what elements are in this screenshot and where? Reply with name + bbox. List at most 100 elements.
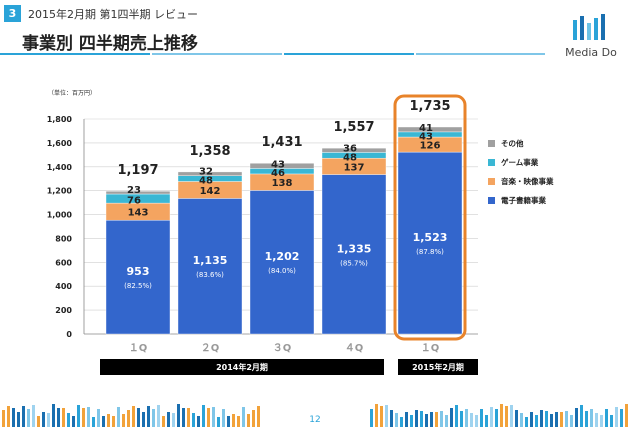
y-tick-label: 600	[55, 258, 72, 267]
data-label-ebook: 1,202	[265, 250, 300, 263]
bar-other	[397, 126, 463, 133]
decorative-bar	[102, 416, 105, 427]
period-bar-fy2014: 2014年2月期	[100, 359, 384, 375]
decorative-bar	[550, 414, 553, 427]
page-number: 12	[309, 415, 321, 425]
total-label: 1,358	[189, 144, 230, 159]
decorative-bar	[97, 409, 100, 427]
decorative-bar	[117, 407, 120, 427]
decorative-bar	[57, 408, 60, 427]
decorative-bar	[177, 404, 180, 427]
decorative-bar	[27, 409, 30, 427]
x-tick-label: ４Q	[345, 342, 364, 354]
total-label: 1,197	[117, 163, 158, 178]
decorative-bar	[82, 408, 85, 427]
decorative-bar	[172, 413, 175, 427]
decorative-bars-left	[2, 404, 260, 427]
data-label-other: 23	[127, 185, 141, 196]
title-underline	[0, 53, 545, 55]
y-tick-label: 400	[55, 282, 72, 291]
decorative-bar	[475, 415, 478, 427]
decorative-bar	[495, 409, 498, 427]
decorative-bar	[600, 415, 603, 427]
decorative-bar	[192, 413, 195, 427]
data-label-ebook: 1,335	[337, 242, 372, 255]
decorative-bar	[405, 412, 408, 427]
decorative-bar	[257, 406, 260, 427]
legend: その他 ゲーム事業 音楽・映像事業 電子書籍事業	[488, 134, 554, 210]
decorative-bar	[545, 411, 548, 427]
data-label-ebook: 1,523	[413, 231, 448, 244]
bar-other	[249, 163, 315, 169]
data-label-other: 41	[419, 123, 433, 134]
decorative-bar	[197, 416, 200, 427]
period-bar-fy2015: 2015年2月期	[398, 359, 478, 375]
decorative-bar	[187, 408, 190, 427]
decorative-bar	[87, 407, 90, 427]
legend-item-other: その他	[488, 134, 554, 153]
data-label-ebook: 953	[127, 265, 150, 278]
data-label-music-video: 142	[200, 186, 221, 197]
decorative-bar	[22, 406, 25, 427]
decorative-bar	[400, 417, 403, 427]
decorative-bars-right	[370, 404, 628, 427]
decorative-bar	[182, 408, 185, 427]
total-label: 1,557	[333, 120, 374, 135]
decorative-bar	[435, 412, 438, 427]
decorative-bar	[237, 416, 240, 427]
decorative-bar	[32, 405, 35, 427]
bar-other	[321, 147, 387, 153]
decorative-bar	[540, 410, 543, 427]
decorative-bar	[162, 416, 165, 427]
decorative-bar	[147, 406, 150, 427]
decorative-bar	[395, 413, 398, 427]
total-label: 1,735	[409, 99, 450, 114]
legend-label-music-video: 音楽・映像事業	[501, 177, 554, 186]
decorative-bar	[605, 409, 608, 427]
decorative-bar	[620, 409, 623, 427]
decorative-bar	[590, 409, 593, 427]
decorative-bar	[67, 413, 70, 427]
data-label-game: 43	[419, 131, 433, 142]
decorative-bar	[515, 410, 518, 427]
decorative-bar	[525, 417, 528, 427]
decorative-bar	[465, 409, 468, 427]
decorative-bar	[410, 415, 413, 427]
decorative-bar	[450, 408, 453, 427]
page-title: 事業別 四半期売上推移	[22, 34, 198, 54]
y-tick-label: 1,000	[47, 211, 73, 220]
decorative-bar	[510, 405, 513, 427]
decorative-bar	[222, 409, 225, 427]
bar-ebook	[177, 198, 243, 335]
legend-item-ebook: 電子書籍事業	[488, 191, 554, 210]
data-label-other: 36	[343, 143, 357, 154]
decorative-bar	[142, 412, 145, 427]
data-label-ebook-share: (85.7%)	[340, 259, 368, 267]
data-label-other: 43	[271, 159, 285, 170]
legend-swatch-ebook	[488, 197, 495, 204]
decorative-bar	[12, 408, 15, 427]
decorative-bar	[570, 415, 573, 427]
decorative-bar	[157, 405, 160, 427]
x-tick-label: １Q	[421, 342, 440, 354]
x-tick-label: ２Q	[201, 342, 220, 354]
decorative-bar	[530, 412, 533, 427]
decorative-bar	[390, 410, 393, 427]
decorative-bar	[625, 404, 628, 427]
decorative-bar	[445, 415, 448, 427]
data-label-game: 46	[271, 168, 285, 179]
decorative-bar	[152, 409, 155, 427]
y-tick-label: 800	[55, 234, 72, 243]
data-label-game: 48	[199, 176, 213, 187]
decorative-bar	[52, 404, 55, 427]
decorative-bar	[460, 411, 463, 427]
decorative-bar	[595, 413, 598, 427]
data-label-music-video: 137	[344, 162, 365, 173]
decorative-bar	[485, 415, 488, 427]
decorative-bar	[137, 408, 140, 427]
decorative-bar	[575, 408, 578, 427]
decorative-bar	[470, 413, 473, 427]
decorative-bar	[505, 406, 508, 427]
decorative-bar	[385, 405, 388, 427]
x-tick-label: ３Q	[273, 342, 292, 354]
